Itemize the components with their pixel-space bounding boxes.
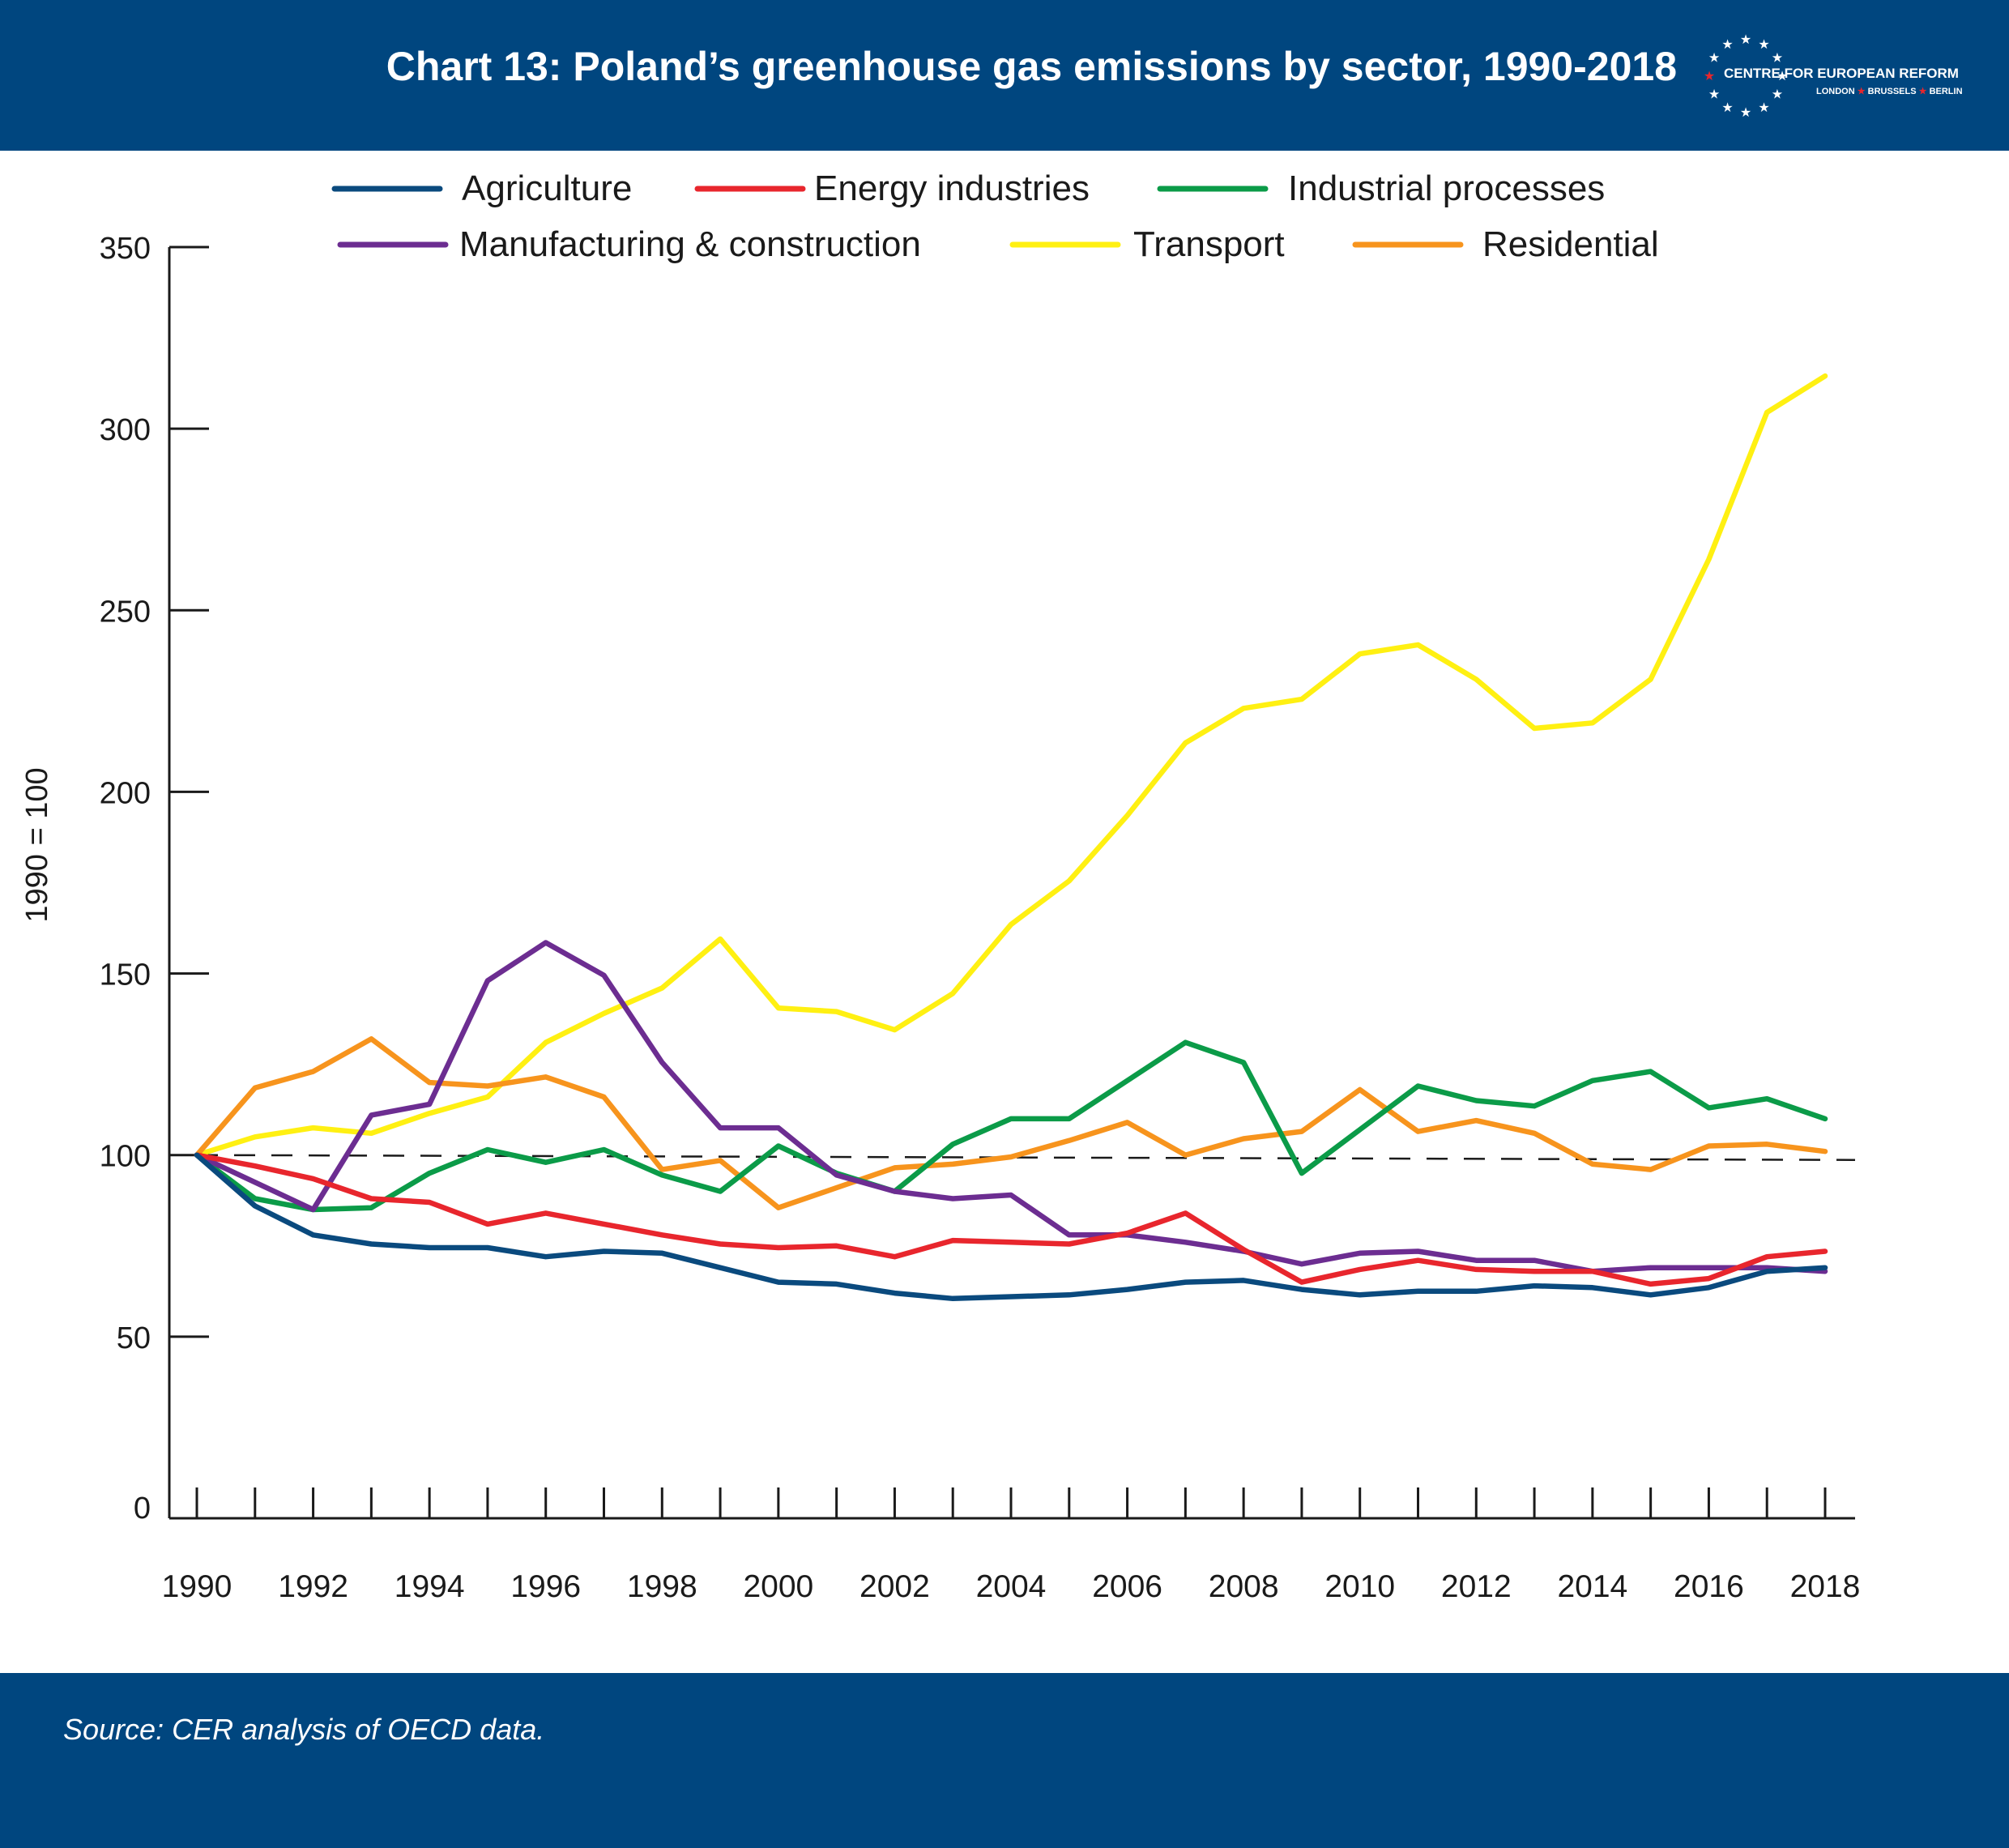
series-line-residential xyxy=(194,1036,1828,1210)
x-tick-label: 1994 xyxy=(395,1569,465,1604)
series-line-manufacturing-construction xyxy=(194,940,1828,1274)
logo-star: ★ xyxy=(1758,101,1769,115)
logo-star: ★ xyxy=(1740,106,1751,120)
y-axis-label: 1990 = 100 xyxy=(20,767,54,922)
x-tick-label: 2006 xyxy=(1092,1569,1162,1604)
x-tick-label: 2008 xyxy=(1209,1569,1279,1604)
chart-title: Chart 13: Poland’s greenhouse gas emissi… xyxy=(386,44,1677,89)
logo-star: ★ xyxy=(1758,38,1769,52)
x-tick-label: 2012 xyxy=(1441,1569,1512,1604)
logo-separator-star: ★ xyxy=(1857,87,1866,96)
legend: Agriculture Energy industries Industrial p… xyxy=(331,169,1659,264)
x-tick-label: 1996 xyxy=(510,1569,581,1604)
x-tick-label: 2016 xyxy=(1674,1569,1744,1604)
legend-label-energy-industries: Energy industries xyxy=(814,169,1090,208)
y-tick-label: 150 xyxy=(100,958,151,992)
y-tick-label: 50 xyxy=(117,1321,151,1355)
cer-logo: ★ ★ ★ ★ ★ ★ ★ ★ ★ ★ ★ ★ CENTRE FOR EUROPEAN REFORM … xyxy=(1701,31,1977,120)
logo-name: CENTRE FOR EUROPEAN REFORM xyxy=(1724,66,1959,81)
logo-star: ★ xyxy=(1704,70,1715,83)
x-tick-label: 2010 xyxy=(1324,1569,1395,1604)
x-tick-label: 2002 xyxy=(859,1569,930,1604)
footer-banner xyxy=(0,1673,2009,1848)
legend-label-residential: Residential xyxy=(1482,224,1659,264)
logo-cities: LONDON ★ BRUSSELS ★ BERLIN xyxy=(1816,86,1963,96)
series-line-transport xyxy=(194,373,1828,1158)
legend-label-transport: Transport xyxy=(1133,224,1285,264)
y-tick-label: 300 xyxy=(100,413,151,447)
y-tick-label: 250 xyxy=(100,595,151,629)
y-tick-label: 350 xyxy=(100,232,151,266)
logo-star: ★ xyxy=(1708,52,1720,66)
y-tick-label: 200 xyxy=(100,776,151,810)
logo-city-london: LONDON xyxy=(1816,87,1855,96)
reference-line-100 xyxy=(196,1154,1856,1161)
x-tick-label: 1992 xyxy=(278,1569,348,1604)
legend-label-industrial-processes: Industrial processes xyxy=(1288,169,1605,208)
logo-city-brussels: BRUSSELS xyxy=(1867,87,1917,96)
y-tick-label: 0 xyxy=(134,1492,151,1526)
x-tick-label: 1998 xyxy=(627,1569,697,1604)
x-tick-label: 2018 xyxy=(1790,1569,1861,1604)
header-banner: Chart 13: Poland’s greenhouse gas emissi… xyxy=(0,0,2009,151)
x-tick-label: 1990 xyxy=(162,1569,232,1604)
logo-star: ★ xyxy=(1708,88,1720,102)
star-ring-icon: ★ ★★★★★★★★★★★ xyxy=(1704,33,1788,120)
series-lines xyxy=(194,373,1828,1302)
logo-star: ★ xyxy=(1777,70,1788,83)
logo-city-berlin: BERLIN xyxy=(1929,87,1963,96)
line-chart: Agriculture Energy industries Industrial p… xyxy=(20,169,1861,1604)
logo-star: ★ xyxy=(1740,33,1751,47)
x-tick-label: 2014 xyxy=(1557,1569,1627,1604)
logo-star: ★ xyxy=(1721,38,1733,52)
series-line-energy-industries xyxy=(194,1152,1828,1287)
logo-star: ★ xyxy=(1772,88,1783,102)
y-tick-label: 100 xyxy=(100,1140,151,1174)
x-tick-label: 2000 xyxy=(743,1569,813,1604)
axes: 0 50 100 150 200 250 300 350 1990 1992 1994 1996 199… xyxy=(100,232,1861,1604)
x-tick-label: 2004 xyxy=(976,1569,1047,1604)
logo-separator-star: ★ xyxy=(1918,87,1927,96)
legend-label-agriculture: Agriculture xyxy=(462,169,632,208)
source-note: Source: CER analysis of OECD data. xyxy=(63,1713,545,1746)
legend-label-manufacturing-construction: Manufacturing & construction xyxy=(459,224,921,264)
logo-star: ★ xyxy=(1772,52,1783,66)
logo-star: ★ xyxy=(1721,101,1733,115)
series-line-industrial-processes xyxy=(194,1039,1828,1213)
series-line-agriculture xyxy=(194,1152,1828,1302)
